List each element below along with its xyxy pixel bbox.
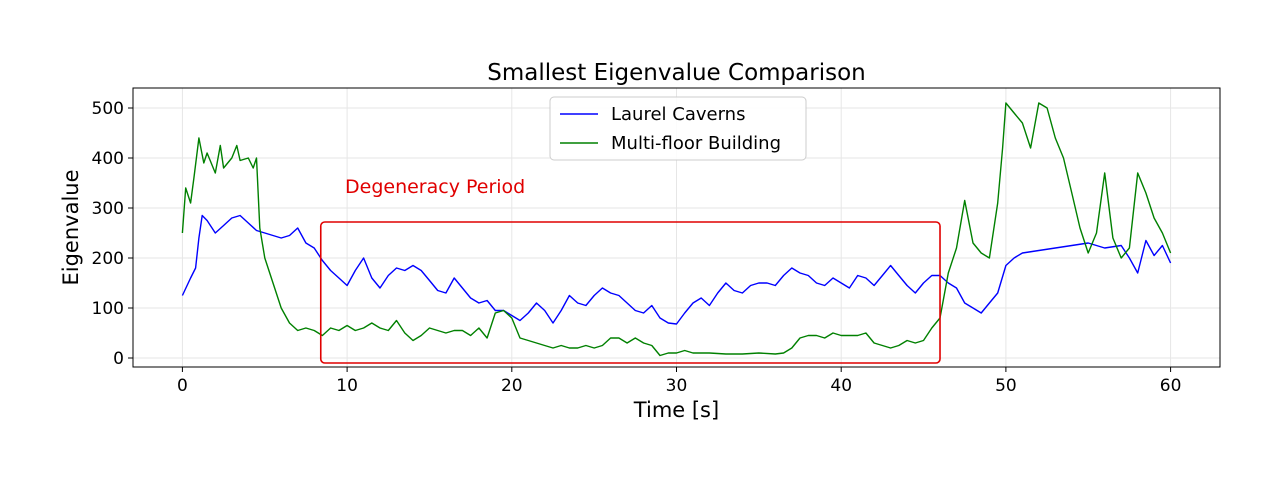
chart-title: Smallest Eigenvalue Comparison bbox=[487, 60, 865, 86]
degeneracy-period-label: Degeneracy Period bbox=[345, 176, 525, 198]
degeneracy-period-box bbox=[319, 221, 941, 364]
x-tick-label: 0 bbox=[177, 376, 188, 396]
x-tick-label: 30 bbox=[666, 376, 688, 396]
y-tick-label: 200 bbox=[92, 249, 124, 269]
annotation-layer: Degeneracy Period bbox=[319, 176, 941, 364]
x-tick-label: 40 bbox=[830, 376, 852, 396]
y-tick-label: 400 bbox=[92, 149, 124, 169]
y-tick-label: 0 bbox=[113, 349, 124, 369]
x-tick-label: 10 bbox=[336, 376, 358, 396]
y-tick-label: 100 bbox=[92, 299, 124, 319]
x-tick-label: 20 bbox=[501, 376, 523, 396]
x-tick-label: 50 bbox=[995, 376, 1017, 396]
x-axis-title: Time [s] bbox=[633, 398, 719, 422]
series-line-laurel-caverns bbox=[181, 214, 1172, 325]
legend-label-laurel-caverns: Laurel Caverns bbox=[611, 104, 745, 125]
axis-ticks: 0 10 20 30 40 50 60 0 100 200 300 400 500 bbox=[92, 99, 1182, 396]
legend-box bbox=[549, 96, 807, 161]
y-axis-title: Eigenvalue bbox=[59, 169, 83, 285]
legend-label-multi-floor-building: Multi-floor Building bbox=[611, 133, 781, 154]
x-tick-label: 60 bbox=[1160, 376, 1182, 396]
series-lines bbox=[181, 102, 1172, 357]
y-tick-label: 500 bbox=[92, 99, 124, 119]
y-tick-label: 300 bbox=[92, 199, 124, 219]
legend: Laurel Caverns Multi-floor Building bbox=[549, 96, 807, 161]
series-line-multi-floor-building bbox=[181, 102, 1172, 357]
